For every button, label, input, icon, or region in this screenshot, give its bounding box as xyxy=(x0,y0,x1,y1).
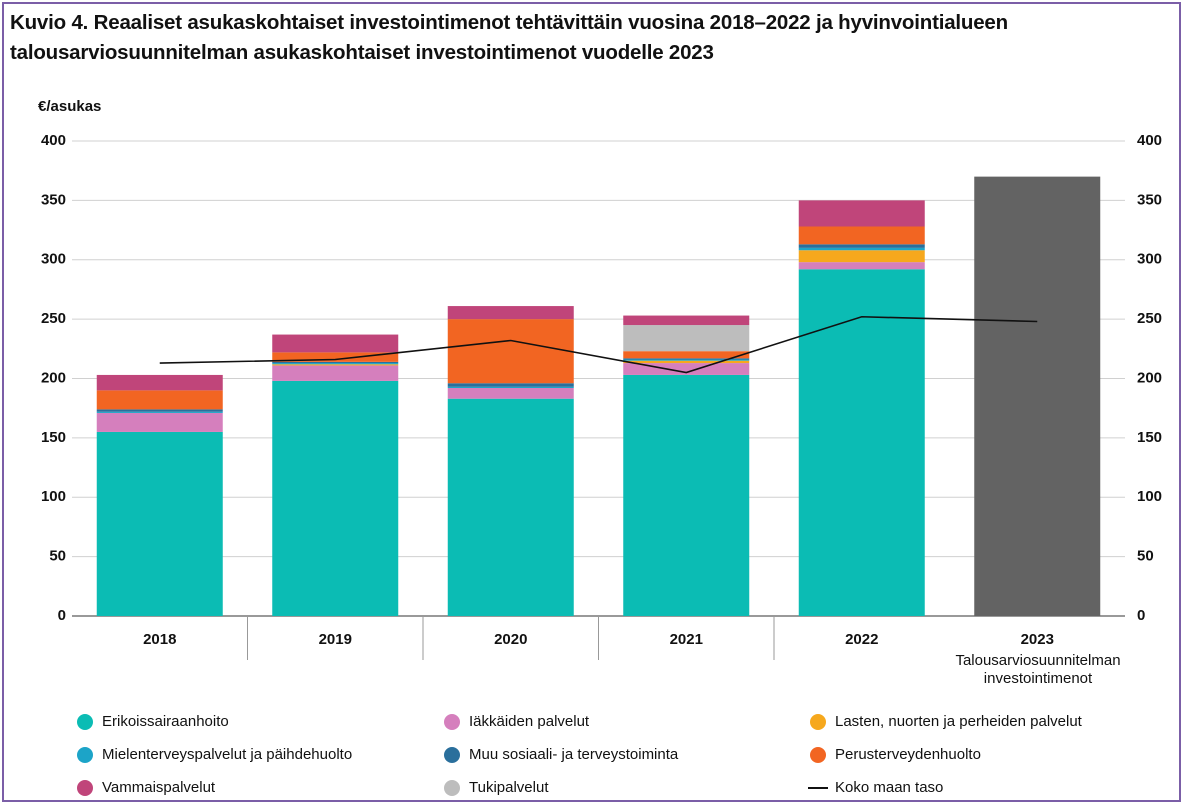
bar-segment xyxy=(623,358,750,360)
y-tick-label: 100 xyxy=(41,488,66,505)
bar-segment xyxy=(96,431,223,616)
bar-segment xyxy=(96,412,223,432)
legend-swatch xyxy=(810,714,826,730)
x-tick-label: 2023 xyxy=(1021,631,1054,648)
legend-label: Muu sosiaali- ja terveystoiminta xyxy=(469,746,679,763)
legend-label: Erikoissairaanhoito xyxy=(102,713,229,730)
legend-label: Lasten, nuorten ja perheiden palvelut xyxy=(835,713,1083,730)
bar-segment xyxy=(447,306,574,320)
legend-swatch xyxy=(444,747,460,763)
bar-segment xyxy=(272,363,399,365)
bar-segment xyxy=(798,250,925,263)
category-note: Talousarviosuunnitelman investointimenot xyxy=(955,652,1121,687)
y-tick-label: 250 xyxy=(41,310,66,327)
bar-segment xyxy=(272,334,399,353)
y2-tick-label: 300 xyxy=(1137,251,1162,268)
y2-tick-label: 100 xyxy=(1137,488,1162,505)
bar-segment xyxy=(272,352,399,362)
legend-swatch xyxy=(77,714,93,730)
bar-segment xyxy=(272,365,399,381)
bar-segment xyxy=(96,374,223,391)
bar-segment xyxy=(798,262,925,270)
x-tick-label: 2019 xyxy=(319,631,352,648)
legend-swatch xyxy=(810,747,826,763)
bar-segment xyxy=(798,244,925,248)
bar-segment xyxy=(623,315,750,326)
bar-segment xyxy=(96,411,223,413)
legend-label: Mielenterveyspalvelut ja päihdehuolto xyxy=(102,746,352,763)
bar-segment xyxy=(623,360,750,364)
bar-segment xyxy=(798,226,925,245)
y2-tick-label: 250 xyxy=(1137,310,1162,327)
legend-label: Tukipalvelut xyxy=(469,779,549,796)
bar-segment xyxy=(623,325,750,352)
legend-label: Iäkkäiden palvelut xyxy=(469,713,590,730)
y-tick-label: 200 xyxy=(41,369,66,386)
line xyxy=(159,315,1038,374)
chart-title: Kuvio 4. Reaaliset asukaskohtaiset inves… xyxy=(10,11,1008,64)
bar-segment xyxy=(447,383,574,387)
bar-segment xyxy=(623,351,750,359)
y2-tick-label: 0 xyxy=(1137,607,1145,624)
bar-segment xyxy=(447,386,574,388)
legend-swatch xyxy=(444,780,460,796)
bar-segment xyxy=(447,388,574,399)
y2-tick-label: 200 xyxy=(1137,369,1162,386)
bar-segment xyxy=(798,247,925,251)
x-tick-label: 2018 xyxy=(143,631,176,648)
y-tick-label: 150 xyxy=(41,429,66,446)
legend-label: Koko maan taso xyxy=(835,779,943,796)
y-tick-label: 300 xyxy=(41,251,66,268)
bar-segment xyxy=(272,361,399,364)
bar-segment xyxy=(96,390,223,410)
x-tick-label: 2022 xyxy=(845,631,878,648)
bar-segment xyxy=(798,269,925,616)
y-tick-label: 400 xyxy=(41,132,66,149)
y2-tick-label: 400 xyxy=(1137,132,1162,149)
bar-segment xyxy=(447,398,574,616)
y2-tick-label: 350 xyxy=(1137,191,1162,208)
legend-swatch xyxy=(77,780,93,796)
bar-segment xyxy=(623,363,750,375)
bar-segment xyxy=(447,319,574,384)
x-tick-label: 2020 xyxy=(494,631,527,648)
bar-segment xyxy=(623,374,750,616)
bar-segment xyxy=(272,364,399,366)
y-axis-label: €/asukas xyxy=(38,98,101,115)
legend-swatch xyxy=(444,714,460,730)
bar-segment xyxy=(623,359,750,361)
y2-tick-label: 50 xyxy=(1137,548,1154,565)
legend-swatch xyxy=(77,747,93,763)
y-tick-label: 350 xyxy=(41,191,66,208)
bar-segment xyxy=(96,409,223,412)
legend-label: Vammaispalvelut xyxy=(102,779,216,796)
y2-tick-label: 150 xyxy=(1137,429,1162,446)
legend-label: Perusterveydenhuolto xyxy=(835,746,981,763)
bar-segment xyxy=(798,200,925,227)
bar-segment xyxy=(272,380,399,616)
x-tick-label: 2021 xyxy=(670,631,703,648)
y-tick-label: 0 xyxy=(58,607,66,624)
budget-bar xyxy=(974,176,1101,616)
y-tick-label: 50 xyxy=(49,548,66,565)
